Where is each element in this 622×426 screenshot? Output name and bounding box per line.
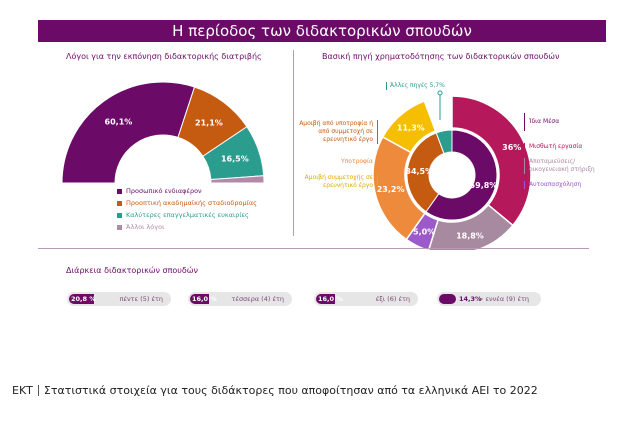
duration-bar-fill: 20,8 % [69,294,96,304]
duration-bar: 20,8 % πέντε (5) έτη [67,292,171,306]
chart1-title: Λόγοι για την εκπόνηση διδακτορικής διατ… [66,52,262,61]
chart1-legend: Προσωπικό ενδιαφέρον Προοπτική ακαδημαϊκή… [117,187,257,235]
legend-swatch [117,200,122,206]
left-label: Αμοιβή από υποτροφία ή από συμμετοχή σε … [293,120,378,144]
legend-label: Άλλοι λόγοι [126,223,165,231]
duration-bar-label: > εννέα (9) έτη [478,295,529,303]
inner-slice-2 [435,129,453,155]
annotation-other-sources: Άλλες πηγές 5,7% [386,82,445,90]
legend-swatch [117,188,122,194]
outer-label-0: 36% [502,143,521,152]
right-label: Μισθωτή εργασία [524,143,604,151]
legend-item: Άλλοι λόγοι [117,223,257,231]
half-slice-3 [210,175,265,184]
inner-slice-1 [406,132,445,213]
right-labels: Ίδια Μέσα Μισθωτή εργασία Αποταμιεύσεις/ ο… [524,113,604,196]
half-label-1: 21,1% [195,118,223,127]
page-title: Η περίοδος των διδακτορικών σπουδών [38,20,606,42]
duration-bar-label: έξι (6) έτη [375,295,410,303]
nested-donut-chart: 59,8% 34,5% 36% 18,8% 5,0% 23,2% 11,3% [372,90,532,250]
duration-bar-fill: 16,0 % [190,294,217,304]
half-label-2: 16,5% [221,154,249,163]
footer: ΕΚΤ Στατιστικά στοιχεία για τους διδάκτο… [12,384,538,397]
half-slice-0 [61,81,196,184]
duration-bar-label: τέσσερα (4) έτη [231,295,284,303]
outer-label-3: 23,2% [377,185,405,194]
outer-label-4: 11,3% [397,123,425,132]
divider [293,50,294,236]
legend-item: Καλύτερες επαγγελματικές ευκαιρίες [117,211,257,219]
legend-item: Προσωπικό ενδιαφέρον [117,187,257,195]
legend-label: Προσωπικό ενδιαφέρον [126,187,202,195]
duration-bar: 14,3% > εννέα (9) έτη [437,292,541,306]
left-label: Υποτροφία [293,158,378,166]
duration-bar-value: 14,3% [459,295,482,303]
legend-swatch [117,224,122,230]
duration-bar-label: πέντε (5) έτη [119,295,163,303]
inner-label-1: 34,5% [405,167,433,176]
duration-bar: 16,0 % τέσσερα (4) έτη [188,292,292,306]
chart2-title: Βασική πηγή χρηματοδότησης των διδακτορι… [322,52,560,61]
outer-slice-1 [427,203,514,250]
outer-label-2: 5,0% [413,227,435,236]
legend-swatch [117,212,122,218]
outer-slice-0 [451,95,532,227]
right-label: Αυτοαπασχόληση [524,181,604,189]
right-label: Αποταμιεύσεις/ οικογενειακή στήριξη [524,158,604,174]
footer-org: ΕΚΤ [12,384,33,397]
outer-slice-4 [381,100,437,154]
right-label: Ίδια Μέσα [524,113,604,131]
divider [38,248,589,249]
legend-item: Προοπτική ακαδημαϊκής σταδιοδρομίας [117,199,257,207]
half-label-0: 60,1% [105,117,133,126]
duration-bar-fill: 16,0 % [316,294,343,304]
duration-bar: 16,0 % έξι (6) έτη [314,292,418,306]
footer-text: Στατιστικά στοιχεία για τους διδάκτορες … [43,384,538,397]
left-labels: Αμοιβή από υποτροφία ή από συμμετοχή σε … [293,120,378,198]
half-donut-chart: 60,1% 21,1% 16,5% [61,81,265,184]
legend-label: Προοπτική ακαδημαϊκής σταδιοδρομίας [126,199,257,207]
inner-label-0: 59,8% [470,181,498,190]
inner-slice-0 [425,129,498,221]
duration-bar-fill [439,294,457,304]
outer-label-1: 18,8% [456,231,484,240]
chart3-title: Διάρκεια διδακτορικών σπουδών [66,266,198,275]
annotation-marker [437,90,443,96]
legend-label: Καλύτερες επαγγελματικές ευκαιρίες [126,211,249,219]
left-label: Αμοιβή συμμετοχής σε ερευνητικό έργο [293,174,378,190]
